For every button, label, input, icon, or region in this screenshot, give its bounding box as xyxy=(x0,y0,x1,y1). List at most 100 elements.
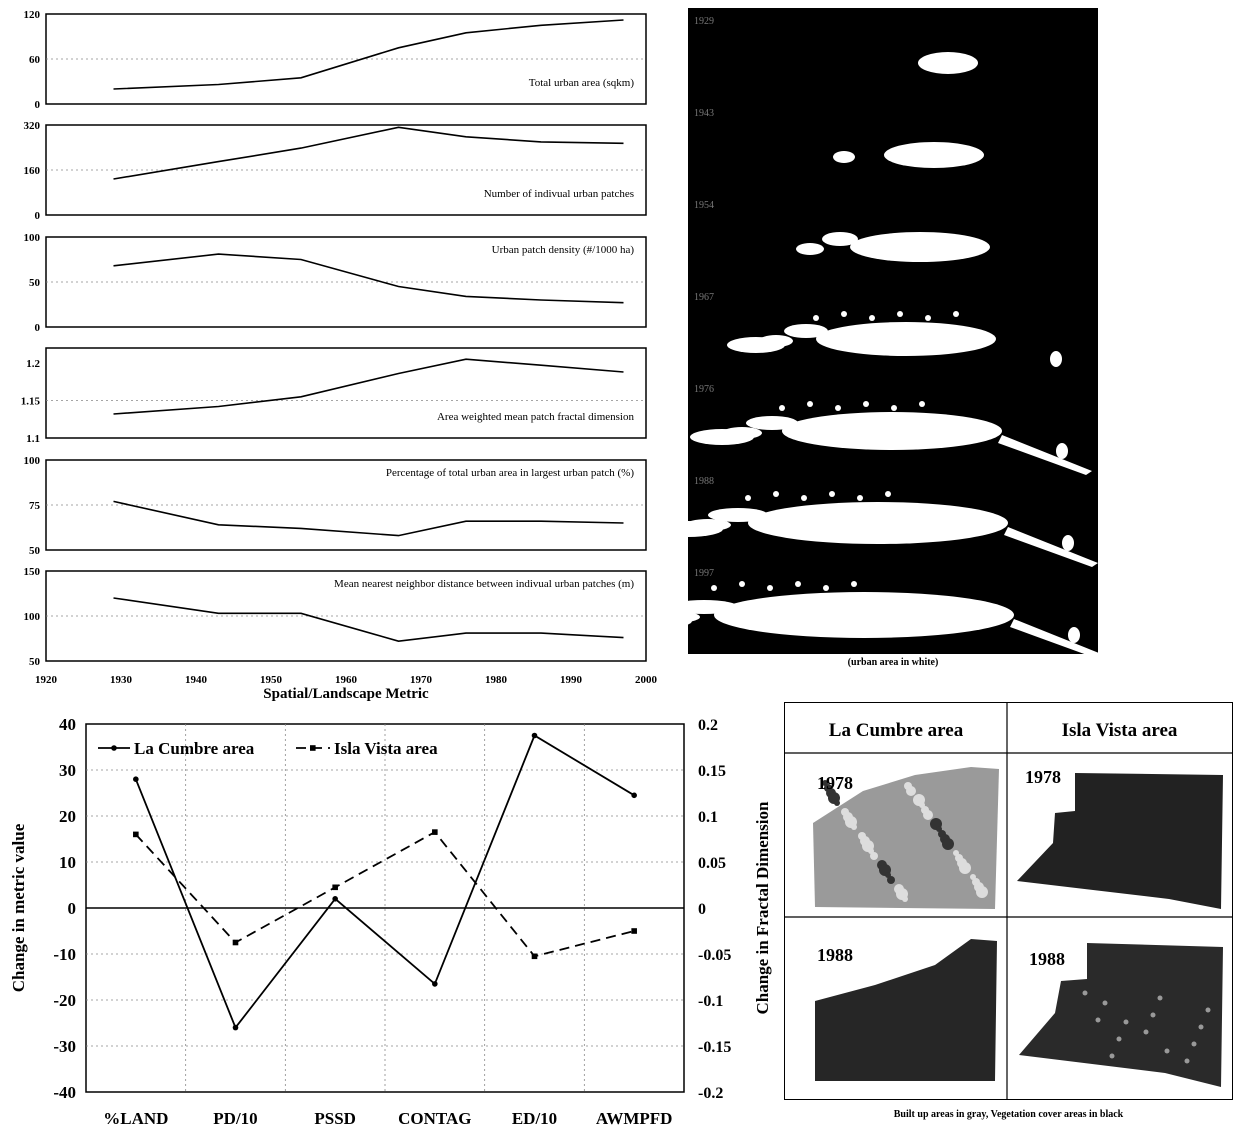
urban-blob xyxy=(784,324,828,338)
urban-speck xyxy=(869,315,875,321)
y-tick-label: 50 xyxy=(29,656,41,668)
x-tick-label: CONTAG xyxy=(398,1109,471,1127)
y-tick-label: 0 xyxy=(35,210,41,222)
map-row: 1997 xyxy=(616,568,1104,659)
legend-marker xyxy=(111,745,117,751)
y-tick-label: 40 xyxy=(59,715,76,734)
texture-dot xyxy=(923,810,933,820)
y-tick-label: 100 xyxy=(24,611,41,623)
texture-dot xyxy=(1082,990,1088,996)
time-panel: 50 100 150 Mean nearest neighbor distance b… xyxy=(24,566,647,668)
urban-speck xyxy=(863,401,869,407)
panel-label: Percentage of total urban area in larges… xyxy=(386,467,634,479)
map-row: 1988 xyxy=(653,476,1098,567)
texture-dot xyxy=(942,838,954,850)
y2-tick-label: 0.15 xyxy=(698,763,726,780)
series-line xyxy=(135,830,635,958)
y2-axis-label: Change in Fractal Dimension xyxy=(753,801,772,1015)
y2-tick-label: 0 xyxy=(698,901,706,918)
data-point xyxy=(133,776,139,782)
texture-dot xyxy=(906,786,916,796)
time-panel: 0 160 320 Number of indivual urban patches xyxy=(24,120,647,222)
urban-speck xyxy=(823,585,829,591)
panel-label: Number of indivual urban patches xyxy=(484,188,634,200)
y-tick-label: 75 xyxy=(29,500,41,512)
texture-dot xyxy=(1123,1019,1129,1025)
y2-tick-label: 0.2 xyxy=(698,717,718,734)
texture-dot xyxy=(1095,1017,1101,1023)
urban-blob xyxy=(796,243,824,255)
x-tick-label: 1920 xyxy=(35,674,58,686)
y2-tick-label: 0.1 xyxy=(698,809,718,826)
urban-speck xyxy=(711,585,717,591)
urban-speck xyxy=(739,581,745,587)
y-tick-label: 1.2 xyxy=(26,358,40,370)
maps-caption: (urban area in white) xyxy=(847,657,939,668)
map-row: 1943 xyxy=(694,108,984,168)
y-tick-label: 120 xyxy=(24,9,41,21)
texture-dot xyxy=(959,862,971,874)
urban-speck xyxy=(897,311,903,317)
x-tick-label: ED/10 xyxy=(512,1109,557,1127)
year-label: 1978 xyxy=(1025,767,1061,787)
y-tick-label: 50 xyxy=(29,545,41,557)
time-panel: 0 50 100 Urban patch density (#/1000 ha) xyxy=(24,232,647,334)
data-point xyxy=(232,1024,239,1031)
texture-dot xyxy=(1164,1048,1170,1054)
data-point xyxy=(432,829,438,835)
y-tick-label: 60 xyxy=(29,54,41,66)
urban-speck xyxy=(767,585,773,591)
y-tick-label: 160 xyxy=(24,165,41,177)
change-chart: 40 30 20 10 0 -10 -20 -30 -40 0.2 0.15 0.1 0.05 0 -0.0… xyxy=(9,715,772,1127)
data-point xyxy=(631,928,637,934)
x-tick-label: 1990 xyxy=(560,674,583,686)
map-la-cumbre-1978 xyxy=(813,767,999,909)
y-tick-label: 100 xyxy=(24,232,41,244)
texture-dot xyxy=(902,896,908,902)
urban-speck xyxy=(813,315,819,321)
data-point xyxy=(631,792,637,799)
texture-dot xyxy=(887,876,895,884)
x-tick-label: 1960 xyxy=(335,674,358,686)
x-tick-label: 1950 xyxy=(260,674,283,686)
year-label: 1988 xyxy=(817,945,853,965)
y-tick-label: 10 xyxy=(59,853,76,872)
y2-tick-label: -0.1 xyxy=(698,993,723,1010)
y2-tick-label: -0.05 xyxy=(698,947,731,964)
urban-blob xyxy=(690,429,754,445)
x-tick-label: PSSD xyxy=(314,1109,356,1127)
data-line xyxy=(113,126,624,180)
panel-label: Urban patch density (#/1000 ha) xyxy=(492,244,635,256)
y-tick-label: -10 xyxy=(53,945,76,964)
y-tick-label: 0 xyxy=(68,899,77,918)
year-label: 1978 xyxy=(817,773,853,793)
urban-maps: 1929 1943 1954 1967 1976 1988 1997 xyxy=(616,16,1104,659)
urban-blob xyxy=(748,502,1008,544)
urban-blob xyxy=(1068,627,1080,643)
y-tick-label: 30 xyxy=(59,761,76,780)
series-line xyxy=(134,734,635,1030)
y-tick-label: -30 xyxy=(53,1037,76,1056)
panel-label: Area weighted mean patch fractal dimensi… xyxy=(437,411,635,423)
urban-blob xyxy=(1062,535,1074,551)
texture-dot xyxy=(834,800,840,806)
texture-dot xyxy=(1150,1012,1156,1018)
urban-blob xyxy=(782,412,1002,450)
legend-marker xyxy=(310,745,316,751)
x-tick-label: %LAND xyxy=(103,1109,168,1127)
y-tick-label: 50 xyxy=(29,277,41,289)
x-tick-label: 1970 xyxy=(410,674,433,686)
map-isla-vista-1978 xyxy=(1017,773,1223,909)
urban-speck xyxy=(795,581,801,587)
comparison-caption: Built up areas in gray, Vegetation cover… xyxy=(893,1109,1124,1120)
urban-blob xyxy=(822,232,858,246)
x-tick-label: 1940 xyxy=(185,674,208,686)
map-year-label: 1943 xyxy=(694,108,714,119)
x-axis-label: Spatial/Landscape Metric xyxy=(263,686,429,702)
urban-speck xyxy=(953,311,959,317)
map-row: 1954 xyxy=(694,200,990,262)
urban-speck xyxy=(925,315,931,321)
data-point xyxy=(432,981,438,987)
table-header: La Cumbre area xyxy=(829,720,964,741)
x-tick-label: 1980 xyxy=(485,674,508,686)
